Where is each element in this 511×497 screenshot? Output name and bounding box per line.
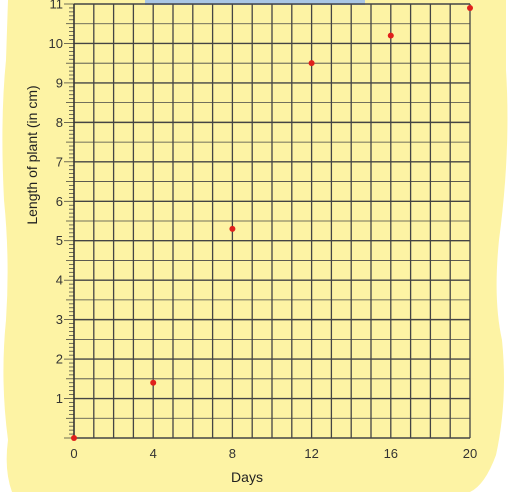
header-bar [145,0,365,5]
y-tick-label: 1 [56,391,63,406]
data-point [229,225,236,232]
x-tick-label: 8 [229,446,236,461]
data-point [387,32,394,39]
data-point [150,379,157,386]
data-points [71,4,473,441]
y-minor-ticks [64,3,75,439]
y-tick-label: 7 [56,154,63,169]
y-axis-title: Length of plant (in cm) [24,85,40,224]
data-point [467,4,473,11]
x-tick-label: 12 [304,446,318,461]
y-tick-label: 10 [49,36,63,51]
x-tick-label: 0 [70,446,77,461]
y-tick-label: 5 [56,233,63,248]
y-tick-label: 3 [56,312,63,327]
y-tick-label: 9 [56,75,63,90]
x-tick-label: 16 [384,446,398,461]
x-tick-labels: 0 4 8 12 16 20 [70,446,477,461]
major-grid [73,3,471,439]
y-tick-label: 4 [56,273,63,288]
x-tick-label: 20 [463,446,477,461]
y-tick-label: 2 [56,352,63,367]
x-axis-title: Days [231,469,263,485]
y-tick-label: 8 [56,115,63,130]
y-tick-labels: 1 2 3 4 5 6 7 8 9 10 11 [49,0,63,406]
data-point [71,435,77,441]
data-point [308,60,315,67]
x-tick-label: 4 [150,446,157,461]
y-tick-label: 11 [50,0,64,12]
y-tick-label: 6 [56,194,63,209]
